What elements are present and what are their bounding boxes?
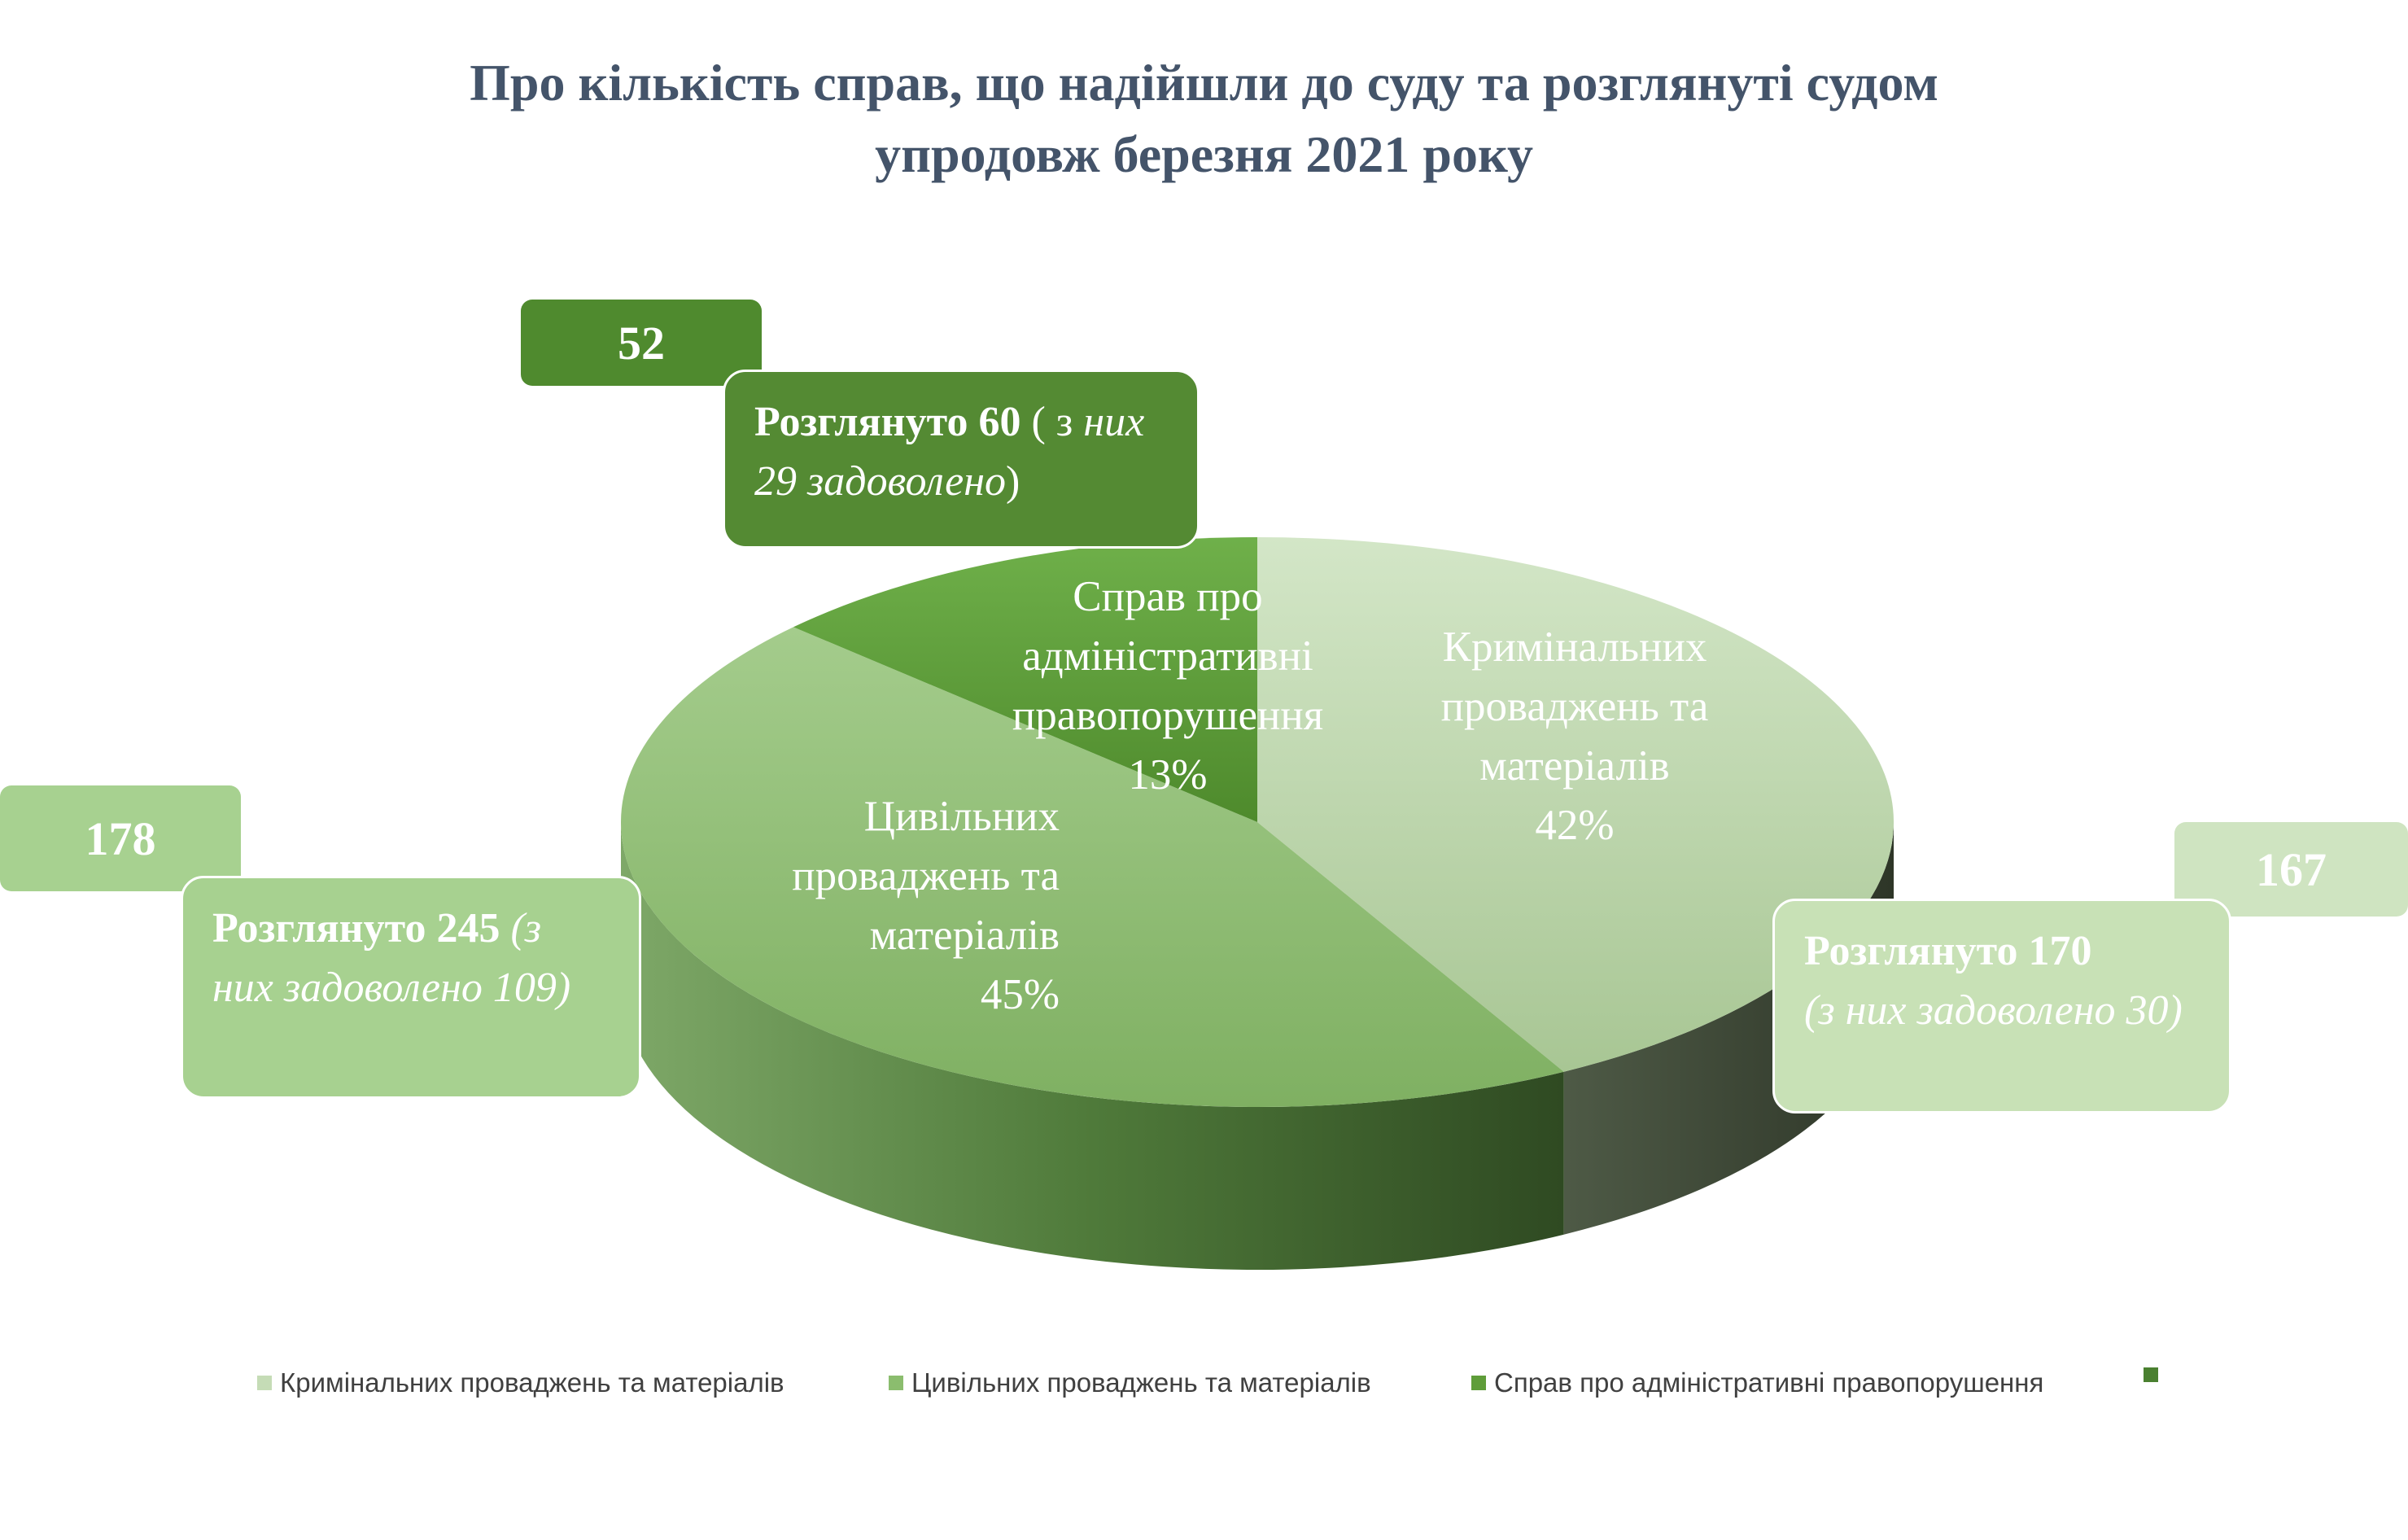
legend-item-extra: [2144, 1367, 2166, 1382]
criminal-considered-callout: Розглянуто 170 (з них задоволено 30): [1772, 899, 2231, 1113]
legend-label-civil: Цивільних проваджень та матеріалів: [911, 1367, 1371, 1398]
admin-considered-text: Розглянуто 60: [754, 399, 1021, 445]
slice-label-civil: матеріалів: [870, 912, 1060, 959]
chart-title-line-2: упродовж березня 2021 року: [875, 125, 1533, 184]
civil-received-value: 178: [85, 812, 156, 865]
slice-label-criminal: матеріалів: [1479, 742, 1669, 790]
civil-detail-text: них задоволено 109): [212, 964, 571, 1011]
pie-side-civil: [620, 822, 1564, 1271]
legend-swatch-civil: [889, 1376, 903, 1390]
slice-percent-civil: 45%: [981, 971, 1060, 1018]
slice-label-civil: Цивільних: [864, 793, 1060, 840]
pie-slice-civil: [621, 627, 1564, 1107]
criminal-considered-text: Розглянуто 170: [1804, 928, 2092, 974]
legend-label-admin: Справ про адміністративні правопорушення: [1494, 1367, 2044, 1398]
slice-label-civil: проваджень та: [792, 852, 1060, 899]
chart-title-line-1: Про кількість справ, що надійшли до суду…: [470, 54, 1938, 112]
legend-item-criminal: Кримінальних проваджень та матеріалів: [257, 1367, 784, 1398]
admin-detail-close: ): [1006, 457, 1020, 505]
civil-considered-callout: Розглянуто 245 (з них задоволено 109): [181, 876, 641, 1099]
civil-considered-text: Розглянуто 245: [212, 905, 500, 952]
legend-swatch-criminal: [257, 1376, 272, 1390]
slice-label-admin: Справ про: [1073, 573, 1262, 620]
slice-percent-admin: 13%: [1128, 751, 1207, 798]
legend-swatch-admin: [1471, 1376, 1486, 1390]
pie-side-criminal: [1563, 822, 1894, 1235]
chart-legend: Кримінальних проваджень та матеріалів Ци…: [0, 1367, 2408, 1400]
criminal-received-value: 167: [2256, 842, 2327, 896]
legend-label-criminal: Кримінальних проваджень та матеріалів: [280, 1367, 784, 1398]
slice-label-criminal: Кримінальних: [1443, 623, 1707, 671]
admin-detail-text: них 29 задоволено: [754, 399, 1145, 505]
chart-title: Про кількість справ, що надійшли до суду…: [0, 47, 2408, 191]
legend-swatch-extra: [2144, 1367, 2158, 1382]
pie-slice-admin: [793, 537, 1257, 822]
admin-considered-callout: Розглянуто 60 ( з них 29 задоволено): [723, 370, 1200, 549]
legend-item-civil: Цивільних проваджень та матеріалів: [889, 1367, 1371, 1398]
slice-percent-criminal: 42%: [1535, 802, 1614, 849]
admin-received-badge: 52: [521, 300, 762, 386]
criminal-detail-text: (з них задоволено 30): [1804, 987, 2183, 1034]
slice-label-admin: правопорушення: [1012, 692, 1323, 739]
admin-received-value: 52: [618, 316, 665, 370]
slice-label-criminal: проваджень та: [1441, 683, 1709, 730]
admin-detail-open: ( з: [1020, 399, 1073, 445]
civil-detail-open: (з: [500, 905, 542, 952]
pie-slice-criminal: [1257, 537, 1894, 1072]
legend-item-admin: Справ про адміністративні правопорушення: [1471, 1367, 2043, 1398]
slice-label-admin: адміністративні: [1022, 632, 1313, 680]
civil-received-badge: 178: [0, 785, 241, 891]
